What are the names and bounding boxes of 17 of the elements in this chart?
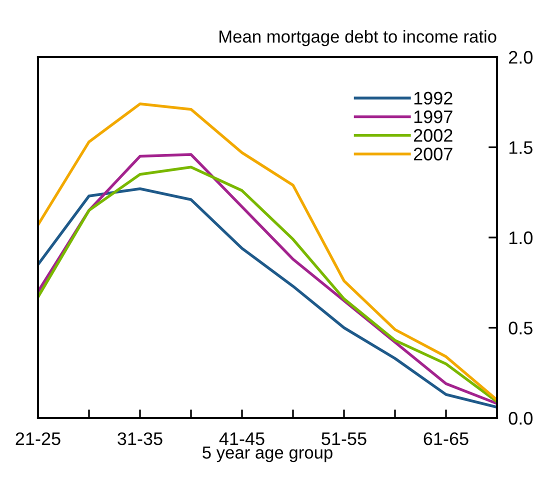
- legend-label: 2007: [414, 148, 452, 160]
- y-tick-label: 1.0: [509, 231, 533, 244]
- y-tick-label: 0.5: [508, 322, 532, 334]
- y-tick-label: 2.0: [509, 50, 533, 64]
- legend-label: 1997: [414, 110, 452, 124]
- y-axis-title: Mean mortgage debt to income ratio: [220, 30, 496, 46]
- y-tick-label: 1.5: [509, 141, 532, 154]
- x-tick-label: 31-35: [118, 432, 162, 446]
- x-tick-label: 41-45: [219, 432, 264, 446]
- legend-label: 1992: [414, 92, 452, 105]
- legend-label: 2002: [414, 129, 452, 142]
- line-series: [38, 102, 497, 402]
- x-tick-label: 51-55: [322, 432, 366, 446]
- x-axis-title: 5 year age group: [202, 446, 332, 462]
- x-tick-label: 21-25: [16, 432, 60, 446]
- y-tick-label: 0.0: [508, 412, 533, 425]
- x-tick-label: 61-65: [424, 432, 468, 446]
